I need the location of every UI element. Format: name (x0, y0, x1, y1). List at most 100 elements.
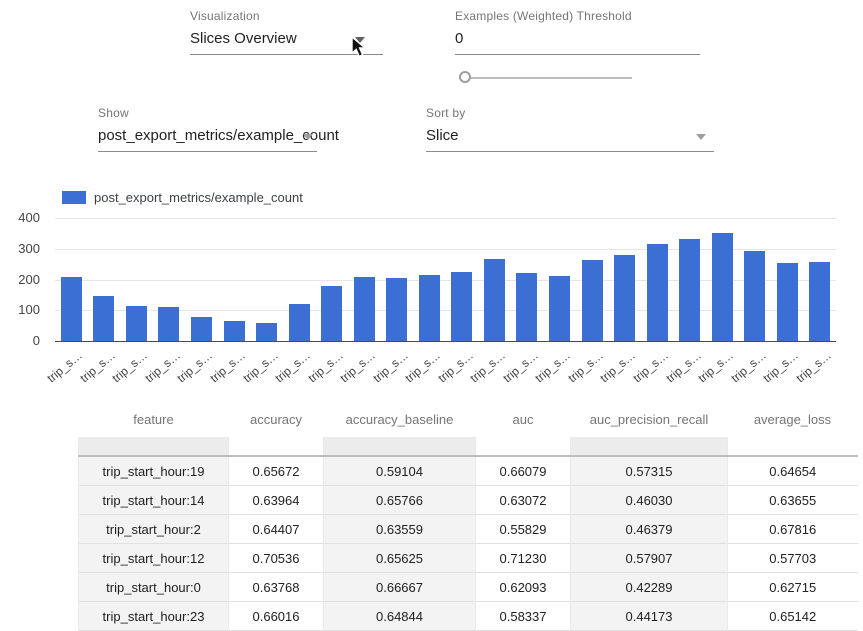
bar-20[interactable] (711, 232, 733, 341)
threshold-value: 0 (455, 30, 464, 47)
table-cell-auc_precision_recall: 0.44173 (570, 601, 728, 631)
table-cell-average_loss: 0.67816 (769, 521, 817, 537)
metrics-table: feature accuracy accuracy_baseline auc auc_p… (78, 402, 858, 631)
chevron-down-icon[interactable] (355, 37, 365, 43)
show-label: Show (98, 106, 129, 120)
table-row[interactable]: trip_start_hour:2 0.64407 0.63559 0.55829 0.… (78, 514, 858, 544)
legend-swatch (62, 191, 86, 204)
col-header-auc[interactable]: auc (475, 402, 571, 437)
threshold-label: Examples (Weighted) Threshold (455, 9, 632, 23)
threshold-input[interactable]: 0 (455, 30, 700, 55)
bar-band (88, 218, 121, 341)
bar-3[interactable] (158, 306, 180, 341)
bar-15[interactable] (548, 275, 570, 341)
table-cell-accuracy: 0.70536 (252, 550, 300, 566)
table-cell-accuracy_baseline: 0.64844 (323, 601, 476, 631)
bar-14[interactable] (516, 272, 538, 341)
bar-10[interactable] (386, 278, 408, 341)
table-header-row: feature accuracy accuracy_baseline auc auc_p… (78, 402, 858, 437)
table-cell-feature: trip_start_hour:23 (78, 601, 229, 631)
bar-0[interactable] (60, 277, 82, 341)
table-cell-accuracy: 0.66016 (252, 608, 300, 624)
table-cell-accuracy: 0.65672 (252, 463, 300, 479)
col-header-feature[interactable]: feature (78, 402, 229, 437)
bar-19[interactable] (679, 238, 701, 341)
table-cell-auc: 0.55829 (499, 521, 547, 537)
bar-8[interactable] (321, 285, 343, 341)
table-cell-auc_precision_recall: 0.57315 (570, 456, 728, 486)
table-body: trip_start_hour:19 0.65672 0.59104 0.66079 0… (78, 437, 858, 631)
y-tick-label: 300 (18, 240, 40, 256)
gridline-0 (55, 341, 836, 342)
chevron-down-icon[interactable] (696, 134, 706, 140)
table-cell-auc_precision_recall: 0.46379 (570, 514, 728, 544)
bar-6[interactable] (256, 322, 278, 341)
bar-band (153, 218, 186, 341)
col-header-accuracy_baseline[interactable]: accuracy_baseline (323, 402, 476, 437)
visualization-control: Visualization Slices Overview (190, 9, 383, 55)
bar-band (771, 218, 804, 341)
table-row[interactable]: trip_start_hour:0 0.63768 0.66667 0.62093 0.… (78, 572, 858, 602)
bar-4[interactable] (190, 317, 212, 341)
chevron-down-icon[interactable] (303, 134, 313, 140)
threshold-control: Examples (Weighted) Threshold 0 (455, 9, 700, 55)
gridline-200 (55, 279, 836, 281)
bar-band (706, 218, 739, 341)
table-cell-accuracy_baseline: 0.63559 (323, 514, 476, 544)
bar-17[interactable] (614, 255, 636, 341)
y-tick-label: 400 (18, 210, 40, 225)
sort-by-label: Sort by (426, 106, 466, 120)
table-cell-feature: trip_start_hour:19 (78, 456, 229, 486)
bar-band (673, 218, 706, 341)
bar-band (250, 218, 283, 341)
visualization-dropdown[interactable]: Slices Overview (190, 30, 383, 55)
bar-band (315, 218, 348, 341)
bar-16[interactable] (581, 260, 603, 341)
table-cell-auc: 0.71230 (499, 550, 547, 566)
table-row[interactable]: trip_start_hour:12 0.70536 0.65625 0.71230 0… (78, 543, 858, 573)
filter-cell-accuracy (229, 437, 324, 456)
bar-18[interactable] (646, 243, 668, 341)
y-tick-label: 100 (18, 302, 40, 318)
table-cell-accuracy: 0.63964 (252, 492, 300, 508)
table-cell-accuracy_baseline: 0.59104 (323, 456, 476, 486)
table-cell-accuracy: 0.64407 (252, 521, 300, 537)
bar-band (511, 218, 544, 341)
bar-9[interactable] (353, 277, 375, 341)
y-tick-label: 200 (18, 271, 40, 287)
bar-21[interactable] (744, 251, 766, 341)
table-cell-feature: trip_start_hour:12 (78, 543, 229, 573)
bar-band (185, 218, 218, 341)
table-row[interactable]: trip_start_hour:14 0.63964 0.65766 0.63072 0… (78, 485, 858, 515)
threshold-slider[interactable] (459, 70, 632, 86)
table-row[interactable]: trip_start_hour:19 0.65672 0.59104 0.66079 0… (78, 456, 858, 486)
col-header-average_loss[interactable]: average_loss (727, 402, 858, 437)
bar-band (120, 218, 153, 341)
bar-2[interactable] (125, 305, 147, 341)
bar-23[interactable] (809, 262, 831, 341)
bar-band (478, 218, 511, 341)
slider-thumb[interactable] (459, 71, 471, 83)
bar-band (348, 218, 381, 341)
bar-7[interactable] (288, 303, 310, 341)
bar-band (804, 218, 837, 341)
show-dropdown[interactable]: post_export_metrics/example_count (98, 127, 339, 152)
bar-band (446, 218, 479, 341)
sort-by-dropdown[interactable]: Slice (426, 127, 714, 152)
table-cell-feature: trip_start_hour:14 (78, 485, 229, 515)
bar-11[interactable] (418, 275, 440, 341)
visualization-label: Visualization (190, 9, 260, 23)
table-row[interactable]: trip_start_hour:23 0.66016 0.64844 0.58337 0… (78, 601, 858, 631)
bar-1[interactable] (93, 296, 115, 341)
bar-5[interactable] (223, 320, 245, 341)
slider-track[interactable] (459, 77, 632, 79)
bar-12[interactable] (451, 271, 473, 341)
bar-13[interactable] (483, 259, 505, 341)
bar-22[interactable] (776, 262, 798, 341)
col-header-auc_precision_recall[interactable]: auc_precision_recall (570, 402, 728, 437)
chart-plot (55, 218, 837, 342)
filter-cell-accuracy_baseline (323, 437, 476, 456)
table-cell-auc_precision_recall: 0.57907 (570, 543, 728, 573)
col-header-accuracy[interactable]: accuracy (228, 402, 324, 437)
